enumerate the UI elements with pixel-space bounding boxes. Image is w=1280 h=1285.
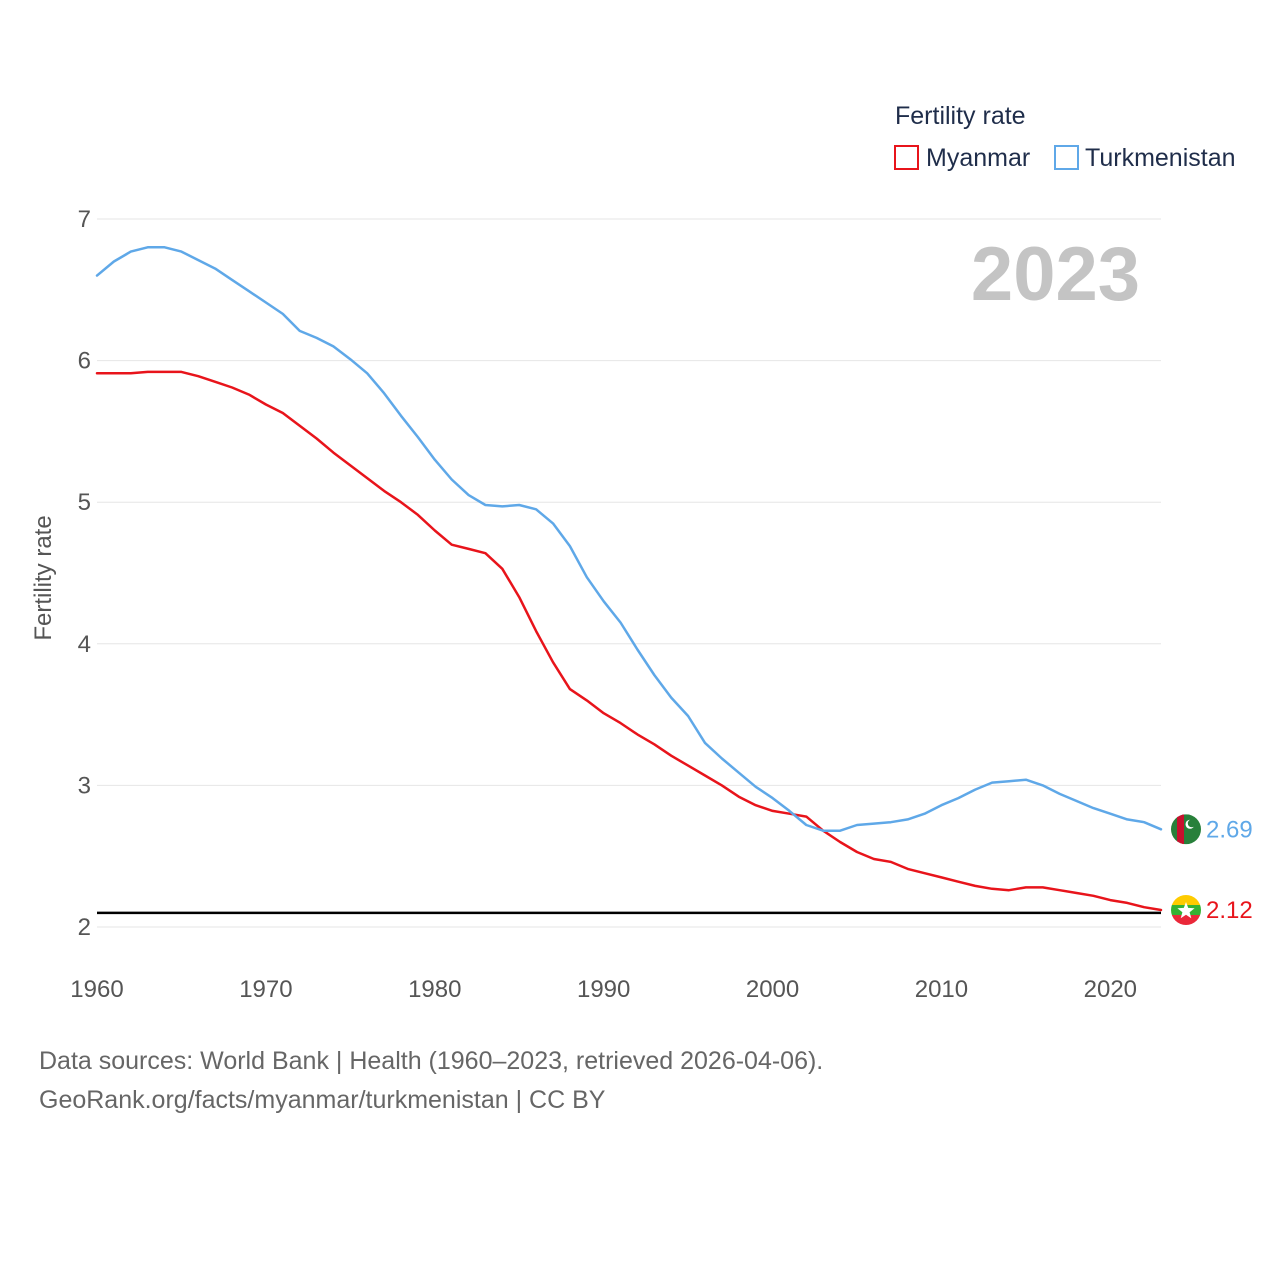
series-line-turkmenistan[interactable] [95, 246, 1163, 832]
legend-label-myanmar: Myanmar [926, 144, 1030, 172]
series-line-myanmar[interactable] [95, 370, 1163, 912]
legend-item-myanmar[interactable]: Myanmar [894, 144, 1030, 172]
legend-label-turkmenistan: Turkmenistan [1085, 144, 1236, 172]
series-layer [95, 246, 1163, 912]
y-tick-label: 2 [78, 914, 91, 941]
end-value-turkmenistan: 2.69 [1206, 816, 1253, 843]
y-tick-label: 3 [78, 772, 91, 799]
x-tick-label: 2020 [1084, 976, 1137, 1003]
x-tick-label: 1980 [408, 976, 461, 1003]
legend-swatch-myanmar [894, 145, 919, 170]
legend-item-turkmenistan[interactable]: Turkmenistan [1054, 144, 1236, 172]
x-tick-label: 2010 [915, 976, 968, 1003]
end-value-myanmar: 2.12 [1206, 897, 1253, 924]
y-axis-title: Fertility rate [30, 515, 57, 640]
x-tick-label: 1960 [70, 976, 123, 1003]
footer-link[interactable]: GeoRank.org/facts/myanmar/turkmenistan |… [39, 1086, 606, 1114]
legend-swatch-turkmenistan [1054, 145, 1079, 170]
grid-layer: 2 3 4 5 6 7 1960 1970 1980 1990 2000 2010 2020 [70, 206, 1161, 1003]
turkmenistan-flag-icon [1171, 814, 1201, 845]
footer-sources: Data sources: World Bank | Health (1960–… [39, 1047, 823, 1075]
myanmar-flag-icon [1171, 895, 1201, 926]
y-tick-label: 6 [78, 348, 91, 375]
y-tick-label: 7 [78, 206, 91, 233]
x-tick-label: 2000 [746, 976, 799, 1003]
marker-layer: 2.12 2.69 [1171, 814, 1253, 926]
x-tick-label: 1970 [239, 976, 292, 1003]
x-tick-label: 1990 [577, 976, 630, 1003]
y-tick-label: 4 [78, 631, 91, 658]
year-label: 2023 [971, 232, 1140, 317]
footer: Data sources: World Bank | Health (1960–… [39, 1047, 823, 1114]
y-tick-label: 5 [78, 489, 91, 516]
legend-title: Fertility rate [895, 102, 1026, 130]
legend: Fertility rate Myanmar Turkmenistan [894, 102, 1236, 172]
